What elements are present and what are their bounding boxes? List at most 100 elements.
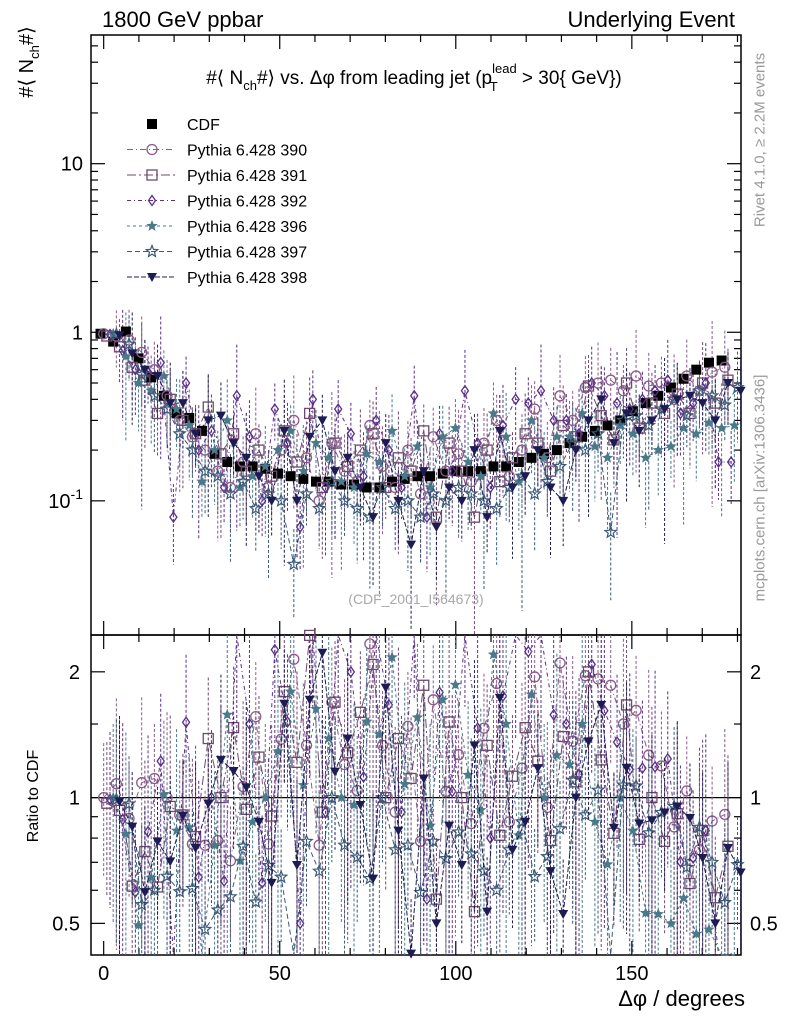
data-point xyxy=(677,422,690,433)
ratio-point xyxy=(266,878,277,888)
x-axis-label: Δφ / degrees xyxy=(618,986,745,1011)
data-point xyxy=(177,414,189,427)
ratio-point xyxy=(386,651,398,663)
data-point xyxy=(639,451,652,463)
data-point xyxy=(348,481,360,493)
data-point xyxy=(596,395,607,405)
ratio-point xyxy=(684,814,695,824)
data-point xyxy=(313,495,325,507)
data-point xyxy=(650,384,660,397)
data-point xyxy=(551,430,563,442)
data-point xyxy=(392,452,405,464)
data-point xyxy=(375,479,390,494)
data-point xyxy=(456,465,468,477)
ratio-point xyxy=(172,884,187,898)
data-point xyxy=(418,467,429,477)
data-point xyxy=(156,356,166,369)
data-point-cdf xyxy=(691,364,702,375)
ratio-point xyxy=(545,867,556,877)
data-point xyxy=(456,496,467,506)
data-point xyxy=(562,414,571,427)
ratio-point xyxy=(663,752,673,765)
data-point xyxy=(529,403,541,415)
data-point xyxy=(578,442,593,457)
ratio-point xyxy=(221,708,233,720)
ratio-point xyxy=(524,645,533,658)
ratio-point xyxy=(582,666,595,678)
ratio-point xyxy=(210,902,226,917)
data-point xyxy=(131,363,140,376)
data-point-cdf xyxy=(627,406,638,417)
data-point xyxy=(620,377,633,389)
data-point xyxy=(663,374,673,387)
data-point xyxy=(181,376,191,390)
data-point xyxy=(696,377,709,389)
data-point xyxy=(196,475,208,487)
ratio-point xyxy=(248,894,264,909)
data-point xyxy=(500,430,512,442)
data-point xyxy=(400,493,416,508)
ratio-point xyxy=(118,813,127,826)
ratio-point xyxy=(361,715,373,727)
ratio-point xyxy=(359,770,368,784)
data-point xyxy=(735,386,746,396)
ratio-point xyxy=(658,835,671,848)
data-point xyxy=(587,376,596,390)
legend-marker xyxy=(146,143,158,156)
legend-label: Pythia 6.428 391 xyxy=(187,168,307,185)
legend-label: Pythia 6.428 390 xyxy=(187,143,307,160)
data-point xyxy=(679,408,695,422)
data-point xyxy=(444,483,455,493)
ratio-point xyxy=(181,716,191,729)
data-point xyxy=(697,399,708,409)
ratio-point xyxy=(668,821,680,833)
ratio-point xyxy=(257,876,267,890)
ratio-point xyxy=(452,749,465,761)
y-tick-label: 1 xyxy=(72,322,83,344)
ratio-point xyxy=(438,850,454,865)
data-point xyxy=(147,388,162,402)
data-point xyxy=(203,416,214,426)
ratio-point xyxy=(136,777,148,789)
data-point xyxy=(481,444,493,456)
ratio-point xyxy=(507,845,518,855)
ratio-point xyxy=(272,745,284,757)
ratio-point xyxy=(406,949,417,959)
ratio-point xyxy=(349,849,365,864)
data-point xyxy=(625,402,635,416)
ratio-line xyxy=(116,778,738,956)
mcplots-note: mcplots.cern.ch [arXiv:1306.3436] xyxy=(751,374,769,602)
ratio-point xyxy=(608,823,619,833)
ratio-point xyxy=(321,805,330,819)
data-point xyxy=(538,451,550,463)
data-point xyxy=(261,486,276,501)
ratio-point xyxy=(605,679,617,691)
ratio-point xyxy=(114,797,125,807)
ratio-point xyxy=(551,749,563,761)
data-point xyxy=(487,407,500,419)
data-point-cdf xyxy=(602,420,613,431)
ratio-point xyxy=(147,882,162,897)
data-point xyxy=(634,426,645,436)
data-point xyxy=(165,399,176,409)
ratio-point xyxy=(323,732,335,744)
data-point xyxy=(380,439,391,449)
data-point xyxy=(299,486,314,501)
data-point xyxy=(475,470,487,482)
data-point xyxy=(424,481,436,493)
ratio-point xyxy=(486,831,495,845)
data-point xyxy=(706,366,718,378)
axes-frames xyxy=(90,34,742,956)
data-point xyxy=(672,395,683,405)
data-point-cdf xyxy=(425,471,436,482)
chart-title: #⟨ Nch#⟩ vs. Δφ from leading jet (plead T… xyxy=(206,61,622,94)
data-point xyxy=(152,372,163,382)
data-point xyxy=(411,440,424,452)
data-point xyxy=(443,437,455,449)
ratio-point xyxy=(503,816,515,828)
ratio-point xyxy=(219,874,229,888)
y-axis-label: #⟨ Nch#⟩ xyxy=(16,26,42,98)
data-point xyxy=(576,407,588,419)
data-point xyxy=(114,331,125,341)
data-point-cdf xyxy=(463,466,474,477)
